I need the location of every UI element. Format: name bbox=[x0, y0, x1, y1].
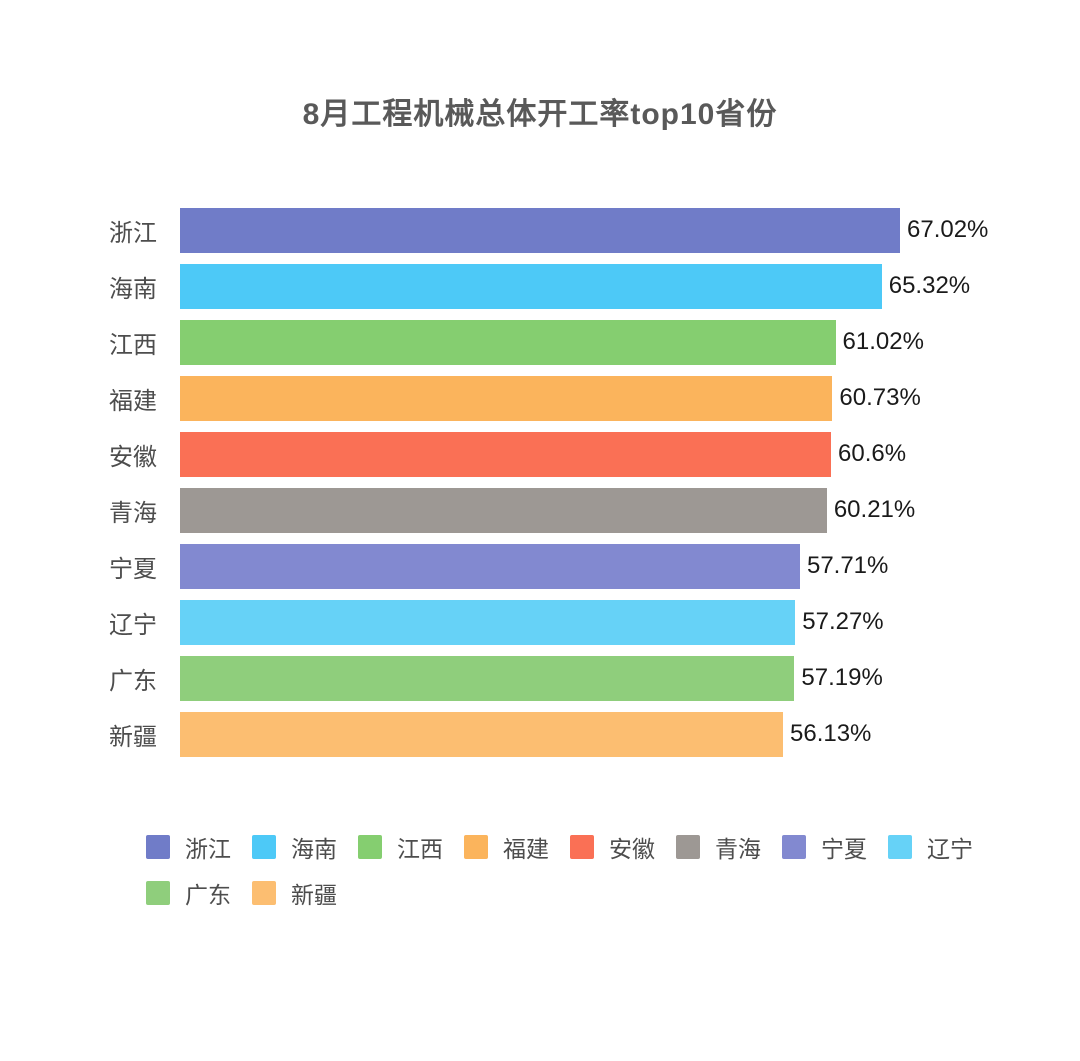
bar-row: 安徽 60.6% bbox=[0, 431, 1080, 477]
category-label: 安徽 bbox=[109, 443, 157, 471]
category-label: 浙江 bbox=[109, 219, 157, 247]
chart-page: 8月工程机械总体开工率top10省份 浙江 67.02% 海南 65.32% 江… bbox=[0, 95, 1080, 910]
value-label: 60.73% bbox=[839, 384, 921, 411]
legend-label: 海南 bbox=[291, 835, 337, 862]
legend-label: 广东 bbox=[185, 881, 231, 908]
bar[interactable] bbox=[180, 543, 800, 589]
bar[interactable] bbox=[180, 375, 833, 421]
category-label: 广东 bbox=[109, 667, 157, 695]
category-label: 新疆 bbox=[109, 723, 157, 751]
bar-track: 57.27% bbox=[180, 599, 900, 645]
value-label: 61.02% bbox=[842, 328, 924, 355]
legend-item[interactable]: 新疆 bbox=[252, 876, 337, 910]
legend-swatch-icon bbox=[676, 834, 700, 859]
legend-item[interactable]: 安徽 bbox=[570, 830, 655, 864]
legend-label: 浙江 bbox=[185, 835, 231, 862]
bar-track: 57.71% bbox=[180, 543, 900, 589]
category-label: 海南 bbox=[109, 275, 157, 303]
bar-track: 60.21% bbox=[180, 487, 915, 533]
bar-row: 新疆 56.13% bbox=[0, 711, 1080, 757]
legend-label: 宁夏 bbox=[821, 835, 867, 862]
legend-item[interactable]: 海南 bbox=[252, 830, 337, 864]
category-label: 宁夏 bbox=[109, 555, 157, 583]
bar-track: 60.6% bbox=[180, 431, 906, 477]
legend-swatch-icon bbox=[146, 834, 170, 859]
legend-swatch-icon bbox=[782, 834, 806, 859]
legend-item[interactable]: 浙江 bbox=[146, 830, 231, 864]
legend-label: 新疆 bbox=[291, 881, 337, 908]
legend-item[interactable]: 江西 bbox=[358, 830, 443, 864]
bar[interactable] bbox=[180, 207, 900, 253]
bar-chart-plot-area: 浙江 67.02% 海南 65.32% 江西 61.02% 福建 60.73% … bbox=[0, 207, 1080, 757]
category-label: 青海 bbox=[109, 499, 157, 527]
value-label: 65.32% bbox=[888, 272, 971, 299]
legend-label: 辽宁 bbox=[927, 835, 973, 862]
bar-track: 67.02% bbox=[180, 207, 988, 253]
legend-item[interactable]: 广东 bbox=[146, 876, 231, 910]
value-label: 67.02% bbox=[907, 216, 989, 243]
bar-row: 宁夏 57.71% bbox=[0, 543, 1080, 589]
legend-swatch-icon bbox=[888, 834, 912, 859]
legend-label: 安徽 bbox=[609, 835, 655, 862]
bar[interactable] bbox=[180, 487, 827, 533]
legend-item[interactable]: 辽宁 bbox=[888, 830, 973, 864]
value-label: 57.27% bbox=[802, 608, 884, 635]
bar[interactable] bbox=[180, 431, 832, 477]
category-label: 江西 bbox=[109, 331, 157, 359]
chart-title: 8月工程机械总体开工率top10省份 bbox=[302, 98, 778, 131]
bar-track: 60.73% bbox=[180, 375, 921, 421]
value-label: 57.71% bbox=[806, 552, 889, 579]
category-label: 辽宁 bbox=[109, 611, 157, 639]
bar-row: 海南 65.32% bbox=[0, 263, 1080, 309]
legend-item[interactable]: 青海 bbox=[676, 830, 761, 864]
legend-label: 福建 bbox=[503, 835, 549, 862]
bar-row: 福建 60.73% bbox=[0, 375, 1080, 421]
bar-row: 江西 61.02% bbox=[0, 319, 1080, 365]
value-label: 60.21% bbox=[833, 496, 916, 523]
bar[interactable] bbox=[180, 711, 783, 757]
bar[interactable] bbox=[180, 599, 796, 645]
legend-label: 江西 bbox=[397, 835, 443, 862]
bar[interactable] bbox=[180, 319, 836, 365]
value-label: 56.13% bbox=[790, 720, 872, 747]
legend-swatch-icon bbox=[252, 880, 276, 905]
legend-item[interactable]: 福建 bbox=[464, 830, 549, 864]
bar-row: 青海 60.21% bbox=[0, 487, 1080, 533]
legend-item[interactable]: 宁夏 bbox=[782, 830, 867, 864]
legend: 浙江 海南 江西 福建 安徽 青海 宁夏 辽宁 广东 新疆 bbox=[146, 830, 986, 910]
bar-track: 57.19% bbox=[180, 655, 900, 701]
bar-track: 61.02% bbox=[180, 319, 924, 365]
bar-row: 辽宁 57.27% bbox=[0, 599, 1080, 645]
value-label: 60.6% bbox=[838, 440, 907, 467]
bar-track: 65.32% bbox=[180, 263, 970, 309]
bar-row: 浙江 67.02% bbox=[0, 207, 1080, 253]
legend-swatch-icon bbox=[464, 834, 488, 859]
value-label: 57.19% bbox=[801, 664, 883, 691]
legend-swatch-icon bbox=[358, 834, 382, 859]
bar[interactable] bbox=[180, 263, 882, 309]
category-label: 福建 bbox=[109, 387, 157, 415]
bar-track: 56.13% bbox=[180, 711, 900, 757]
legend-swatch-icon bbox=[570, 834, 594, 859]
legend-swatch-icon bbox=[146, 880, 170, 905]
bar-row: 广东 57.19% bbox=[0, 655, 1080, 701]
legend-swatch-icon bbox=[252, 834, 276, 859]
legend-label: 青海 bbox=[715, 835, 761, 862]
bar[interactable] bbox=[180, 655, 795, 701]
